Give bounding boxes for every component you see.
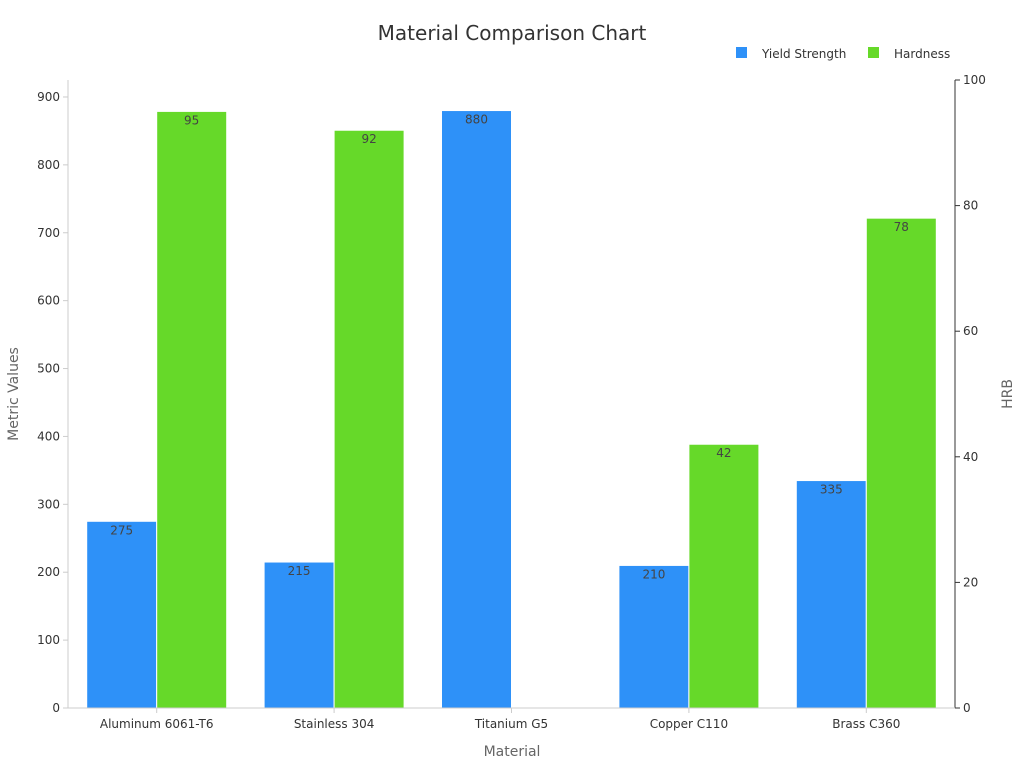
data-label: 95 bbox=[184, 113, 199, 127]
data-label: 215 bbox=[288, 564, 311, 578]
data-label: 42 bbox=[716, 446, 731, 460]
legend-swatch bbox=[868, 47, 879, 58]
y-tick-label: 400 bbox=[37, 429, 60, 443]
data-labels: 275 95 215 92 880 210 42 335 78 bbox=[110, 113, 909, 582]
bar-hardness bbox=[865, 217, 937, 709]
bar-hardness bbox=[333, 129, 405, 709]
bar-yield-strength bbox=[618, 564, 690, 709]
x-tick-label: Titanium G5 bbox=[474, 717, 548, 731]
y-axis-left: 0 100 200 300 400 500 600 700 800 900 bbox=[37, 80, 69, 715]
bar-hardness bbox=[156, 110, 228, 709]
y2-tick-label: 80 bbox=[963, 199, 978, 213]
data-label: 210 bbox=[642, 567, 665, 581]
bars bbox=[86, 110, 937, 709]
y2-tick-label: 100 bbox=[963, 73, 986, 87]
y2-tick-label: 0 bbox=[963, 701, 971, 715]
legend: Yield Strength Hardness bbox=[736, 47, 950, 61]
data-label: 92 bbox=[361, 132, 376, 146]
bar-yield-strength bbox=[441, 110, 512, 709]
y-tick-label: 300 bbox=[37, 497, 60, 511]
data-label: 78 bbox=[894, 220, 909, 234]
bar-hardness bbox=[688, 443, 760, 709]
x-tick-label: Copper C110 bbox=[650, 717, 728, 731]
y-tick-label: 200 bbox=[37, 565, 60, 579]
y-tick-label: 500 bbox=[37, 362, 60, 376]
bar-yield-strength bbox=[263, 561, 335, 709]
legend-label: Hardness bbox=[894, 47, 950, 61]
y-axis-title: Metric Values bbox=[6, 347, 22, 441]
x-axis: Aluminum 6061-T6 Stainless 304 Titanium G5… bbox=[68, 707, 955, 731]
y-tick-label: 800 bbox=[37, 158, 60, 172]
x-axis-title: Material bbox=[484, 744, 541, 760]
x-tick-label: Brass C360 bbox=[832, 717, 900, 731]
y2-axis-title: HRB bbox=[1000, 379, 1016, 409]
bar-yield-strength bbox=[795, 480, 867, 709]
chart-title: Material Comparison Chart bbox=[378, 21, 647, 45]
data-label: 880 bbox=[465, 113, 488, 127]
y-tick-label: 100 bbox=[37, 633, 60, 647]
x-tick-label: Stainless 304 bbox=[294, 717, 375, 731]
y2-tick-label: 60 bbox=[963, 324, 978, 338]
legend-swatch bbox=[736, 47, 747, 58]
x-tick-label: Aluminum 6061-T6 bbox=[100, 717, 214, 731]
y-axis-right: 0 20 40 60 80 100 bbox=[954, 73, 986, 715]
y-tick-label: 700 bbox=[37, 226, 60, 240]
y2-tick-label: 40 bbox=[963, 450, 978, 464]
legend-label: Yield Strength bbox=[761, 47, 846, 61]
y-tick-label: 900 bbox=[37, 90, 60, 104]
y-tick-label: 600 bbox=[37, 294, 60, 308]
y2-tick-label: 20 bbox=[963, 575, 978, 589]
data-label: 335 bbox=[820, 483, 843, 497]
data-label: 275 bbox=[110, 523, 133, 537]
bar-yield-strength bbox=[86, 520, 158, 709]
y-tick-label: 0 bbox=[52, 701, 60, 715]
